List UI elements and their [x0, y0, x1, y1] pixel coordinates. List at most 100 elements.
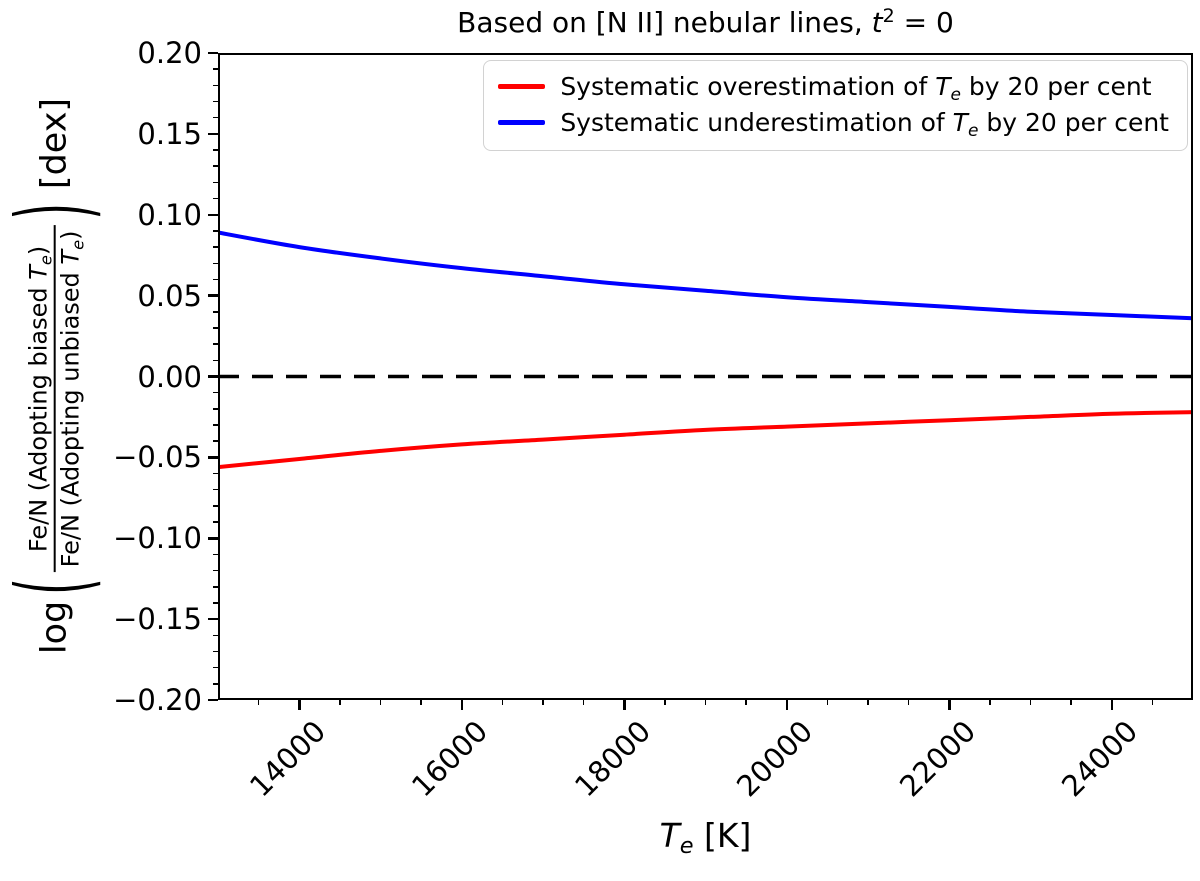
- y-axis-minor-tick: [213, 278, 218, 281]
- x-axis-label: Te [K]: [218, 816, 1193, 859]
- y-tick-label: −0.10: [113, 521, 202, 556]
- y-axis-minor-tick: [213, 165, 218, 167]
- x-axis-minor-tick: [339, 700, 341, 705]
- x-axis-minor-tick: [745, 700, 747, 705]
- chart-curves: [218, 230, 1193, 470]
- x-axis-minor-tick: [989, 700, 991, 705]
- y-tick-label: −0.05: [113, 440, 202, 475]
- x-axis-minor-tick: [420, 700, 422, 705]
- y-axis-minor-tick: [213, 246, 218, 248]
- y-axis-minor-tick: [213, 181, 218, 184]
- x-tick-label: 14000: [243, 714, 333, 804]
- y-axis-minor-tick: [213, 408, 218, 410]
- x-axis-major-tick: [948, 700, 951, 710]
- underestimation-curve: [218, 230, 1193, 321]
- y-axis-minor-tick: [213, 553, 218, 556]
- x-axis-major-tick: [623, 700, 626, 710]
- x-axis-minor-tick: [867, 700, 869, 705]
- y-axis-minor-tick: [213, 521, 218, 523]
- legend-label: Systematic overestimation of Te by 20 pe…: [560, 72, 1152, 105]
- y-axis-minor-tick: [213, 84, 218, 87]
- y-axis-minor-tick: [213, 440, 218, 442]
- legend-line-red: [498, 84, 546, 89]
- x-axis-minor-tick: [1151, 700, 1154, 705]
- x-axis-major-tick: [785, 700, 788, 710]
- y-axis-minor-tick: [213, 650, 218, 653]
- y-axis-major-tick: [208, 698, 218, 702]
- y-axis-minor-tick: [213, 505, 218, 507]
- title-text: Based on [N II] nebular lines,: [457, 6, 872, 39]
- y-axis-major-tick: [208, 132, 218, 136]
- x-axis-minor-tick: [501, 700, 504, 705]
- x-axis-minor-tick: [1029, 700, 1032, 705]
- y-axis-minor-tick: [213, 327, 218, 329]
- y-axis-minor-tick: [213, 602, 218, 604]
- y-axis-minor-tick: [213, 359, 218, 362]
- title-suffix: = 0: [894, 6, 954, 39]
- y-axis-minor-tick: [213, 116, 218, 119]
- y-tick-label: 0.00: [137, 359, 202, 394]
- y-axis-major-tick: [208, 375, 218, 378]
- y-axis-minor-tick: [213, 569, 218, 572]
- y-axis-major-tick: [208, 213, 218, 216]
- x-axis-minor-tick: [1070, 700, 1072, 705]
- x-label-symbol: T: [659, 816, 680, 855]
- x-axis-minor-tick: [704, 700, 707, 705]
- y-axis-minor-tick: [213, 100, 218, 103]
- x-label-unit: [K]: [693, 816, 752, 855]
- y-axis-minor-tick: [213, 391, 218, 394]
- legend-entry-underestimation: Systematic underestimation of Te by 20 p…: [498, 108, 1169, 141]
- y-axis-minor-tick: [213, 311, 218, 313]
- x-label-subscript: e: [679, 833, 694, 860]
- x-axis-major-tick: [298, 700, 301, 710]
- x-axis-minor-tick: [664, 700, 666, 705]
- y-axis-minor-tick: [213, 683, 218, 685]
- legend-label: Systematic underestimation of Te by 20 p…: [560, 108, 1169, 141]
- x-axis-major-tick: [460, 700, 463, 710]
- x-tick-label: 20000: [730, 714, 820, 804]
- x-axis-minor-tick: [257, 700, 260, 705]
- y-axis-minor-tick: [213, 343, 218, 345]
- y-axis-minor-tick: [213, 68, 218, 70]
- y-tick-label: 0.05: [137, 278, 202, 313]
- overestimation-curve: [218, 410, 1193, 470]
- y-axis-minor-tick: [213, 488, 218, 491]
- x-tick-label: 22000: [893, 714, 983, 804]
- y-label-open-paren: (: [0, 578, 112, 595]
- y-tick-label: 0.15: [137, 116, 202, 151]
- x-tick-label: 16000: [405, 714, 495, 804]
- y-axis-minor-tick: [213, 230, 218, 232]
- y-tick-label: 0.20: [137, 36, 202, 70]
- title-t-symbol: t: [871, 6, 883, 39]
- y-axis-major-tick: [208, 617, 218, 621]
- y-axis-major-tick: [208, 51, 218, 55]
- y-axis-minor-tick: [213, 149, 218, 151]
- y-axis-major-tick: [208, 537, 218, 540]
- y-tick-label: −0.20: [113, 683, 202, 717]
- legend: Systematic overestimation of Te by 20 pe…: [483, 60, 1188, 151]
- chart-title: Based on [N II] nebular lines, t2 = 0: [218, 5, 1193, 39]
- y-axis-minor-tick: [213, 424, 218, 426]
- title-t-exponent: 2: [882, 5, 895, 28]
- x-axis-minor-tick: [907, 700, 910, 705]
- x-tick-label: 24000: [1055, 714, 1145, 804]
- y-axis-major-tick: [208, 294, 218, 297]
- y-tick-label: 0.10: [137, 197, 202, 232]
- y-axis-minor-tick: [213, 472, 218, 475]
- y-axis-major-tick: [208, 456, 218, 459]
- x-axis-minor-tick: [379, 700, 382, 705]
- y-tick-label: −0.15: [113, 602, 202, 637]
- y-axis-minor-tick: [213, 586, 218, 588]
- x-axis-minor-tick: [826, 700, 829, 705]
- y-axis-minor-tick: [213, 666, 218, 669]
- y-axis-minor-tick: [213, 197, 218, 200]
- legend-entry-overestimation: Systematic overestimation of Te by 20 pe…: [498, 72, 1169, 105]
- y-axis-minor-tick: [213, 262, 218, 265]
- legend-line-blue: [498, 120, 546, 125]
- x-axis-minor-tick: [582, 700, 585, 705]
- y-axis-minor-tick: [213, 634, 218, 637]
- x-tick-label: 18000: [568, 714, 658, 804]
- x-axis-major-tick: [1110, 700, 1113, 710]
- x-axis-minor-tick: [542, 700, 544, 705]
